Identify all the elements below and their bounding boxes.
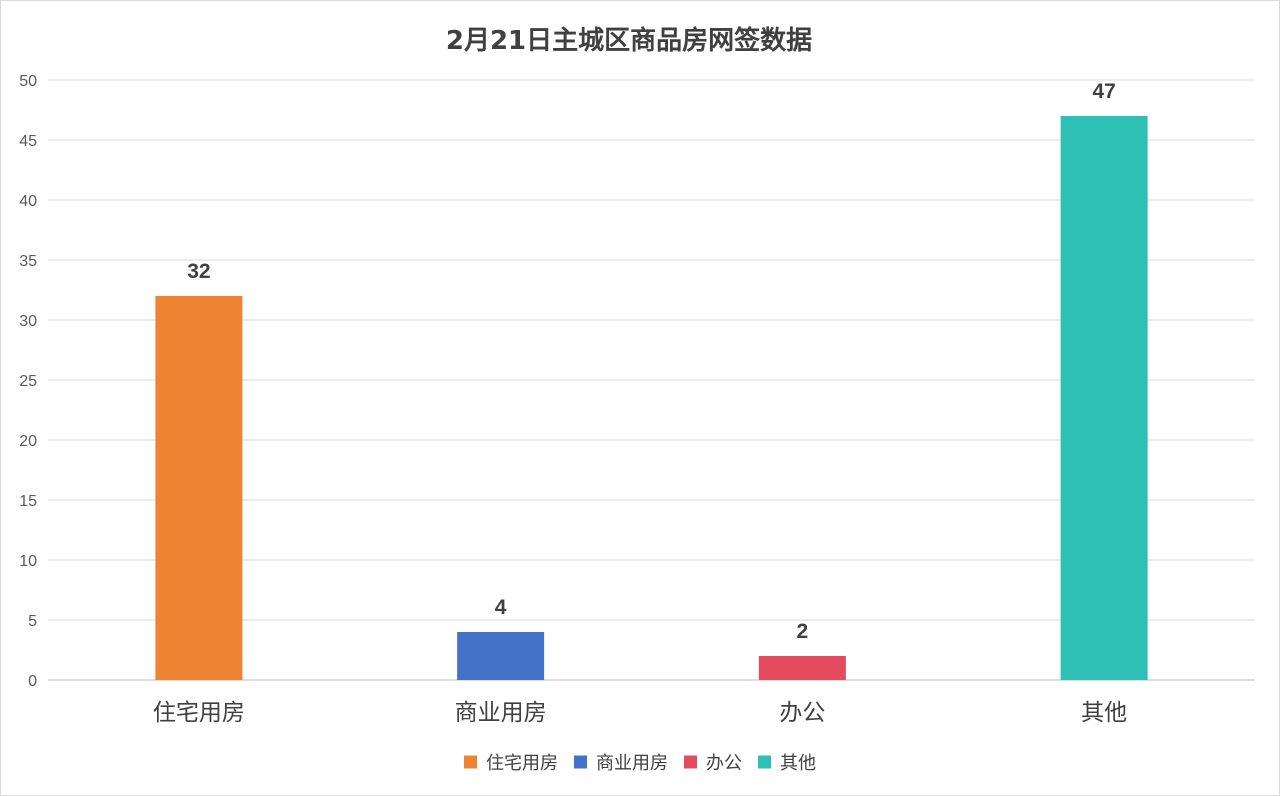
y-tick-label: 40: [19, 193, 37, 210]
y-tick-label: 10: [19, 553, 37, 570]
bars: [155, 116, 1148, 680]
y-tick-label: 0: [28, 673, 37, 690]
legend-label: 办公: [706, 753, 742, 774]
y-tick-label: 15: [19, 493, 37, 510]
gridlines: [48, 79, 1255, 681]
legend-swatch: [684, 755, 697, 769]
data-label: 4: [495, 596, 507, 619]
legend-swatch: [574, 755, 587, 769]
bar: [1060, 116, 1148, 680]
y-axis-ticks: 0 5 10 15 20 25 30 35 40 45 50: [19, 73, 37, 690]
legend-swatch: [758, 755, 771, 769]
legend-swatch: [464, 755, 477, 769]
data-label: 47: [1092, 80, 1115, 103]
y-tick-label: 25: [19, 373, 37, 390]
y-tick-label: 30: [19, 313, 37, 330]
legend-label: 商业用房: [596, 753, 668, 774]
y-tick-label: 5: [28, 613, 37, 630]
legend-label: 住宅用房: [486, 753, 558, 774]
x-axis-ticks: 住宅用房 商业用房 办公 其他: [153, 700, 1127, 726]
y-tick-label: 50: [19, 73, 37, 90]
x-tick-label: 商业用房: [455, 700, 547, 726]
legend: 住宅用房 商业用房 办公 其他: [464, 753, 816, 774]
legend-label: 其他: [780, 753, 816, 774]
bar: [155, 296, 243, 680]
bar: [457, 632, 545, 680]
y-tick-label: 20: [19, 433, 37, 450]
y-tick-label: 35: [19, 253, 37, 270]
x-tick-label: 住宅用房: [153, 700, 245, 726]
x-tick-label: 其他: [1081, 700, 1127, 726]
data-labels: 32 4 2 47: [187, 80, 1116, 643]
chart-title: 2月21日主城区商品房网签数据: [446, 25, 812, 56]
x-tick-label: 办公: [779, 700, 825, 726]
data-label: 32: [187, 260, 210, 283]
bar: [758, 656, 846, 680]
y-tick-label: 45: [19, 133, 37, 150]
data-label: 2: [797, 620, 809, 643]
